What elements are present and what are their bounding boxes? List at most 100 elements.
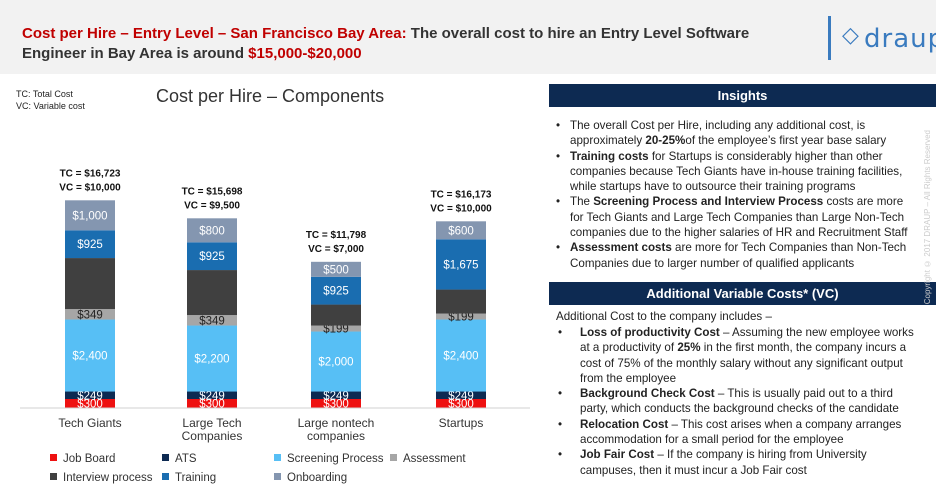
variable-cost-label: VC = $9,500 [184, 200, 240, 211]
insight-emphasis: Assessment costs [570, 241, 672, 255]
data-label: $249 [199, 390, 225, 402]
bar-segment-assessment [436, 313, 486, 320]
variable-cost-name: Relocation Cost [580, 417, 669, 431]
data-label: $349 [77, 309, 103, 321]
legend-item: Training [162, 472, 216, 484]
legend-item: ATS [162, 453, 197, 465]
variable-cost-emphasis: 25% [677, 341, 701, 355]
abbreviation-note: TC: Total Cost VC: Variable cost [16, 88, 85, 112]
data-label: $249 [323, 390, 349, 402]
logo-mark-icon: ◇ [842, 22, 859, 47]
data-label: $925 [323, 286, 349, 298]
legend-label: Assessment [403, 453, 466, 465]
bar-segment-screening-process [311, 331, 361, 392]
variable-cost-text: – This is usually paid out to a third pa… [580, 387, 899, 416]
bar-segment-job-board [436, 399, 486, 408]
legend-swatch [50, 454, 57, 461]
insight-text: for Startups is considerably higher than… [570, 149, 903, 194]
bar-segment-training [311, 276, 361, 305]
total-cost-label: TC = $11,798 [306, 230, 367, 241]
legend-swatch [274, 473, 281, 480]
data-label: $925 [77, 239, 103, 251]
insight-item: Training costs for Startups is considera… [556, 149, 916, 195]
copyright-watermark: Copyright © 2017 DRAUP – All Rights Rese… [923, 130, 932, 305]
bar-segment-training [436, 239, 486, 290]
total-cost-label: TC = $15,698 [182, 186, 243, 197]
bar-segment-job-board [187, 399, 237, 408]
chart-title: Cost per Hire – Components [156, 86, 385, 106]
variable-cost-item: Loss of productivity Cost – Assuming the… [556, 325, 916, 386]
bar-segment-onboarding [65, 200, 115, 231]
insight-item: Assessment costs are more for Tech Compa… [556, 240, 916, 271]
variable-cost-text: in the first month, the company incurs a… [580, 341, 907, 385]
data-label: $1,675 [443, 259, 478, 271]
legend-label: Screening Process [287, 453, 384, 465]
variable-cost-item: Job Fair Cost – If the company is hiring… [556, 447, 916, 478]
legend-item: Onboarding [274, 472, 347, 484]
variable-cost-text: – If the company is hiring from Universi… [580, 448, 867, 477]
data-label: $1,000 [72, 210, 107, 222]
variable-costs-list: Loss of productivity Cost – Assuming the… [556, 325, 916, 478]
insights-heading: Insights [549, 84, 936, 107]
data-label: $2,400 [72, 351, 107, 363]
insight-emphasis: 20-25% [645, 134, 686, 148]
legend-label: ATS [175, 453, 197, 465]
legend-item: Job Board [50, 453, 115, 465]
variable-cost-item: Background Check Cost – This is usually … [556, 386, 916, 417]
data-label: $2,000 [318, 357, 353, 369]
insight-emphasis: Training costs [570, 149, 649, 163]
insight-text: of the employee’s first year base salary [685, 134, 887, 148]
legend-label: Interview process [63, 472, 153, 484]
bar-segment-ats [311, 391, 361, 399]
legend-swatch [390, 454, 397, 461]
bar-segment-interview-process [311, 304, 361, 326]
bar-segment-training [187, 242, 237, 271]
data-label: $2,200 [194, 354, 229, 366]
variable-costs-heading: Additional Variable Costs* (VC) [549, 282, 936, 305]
data-label: $199 [323, 324, 349, 336]
bar-segment-onboarding [311, 261, 361, 277]
data-label: $349 [199, 315, 225, 327]
note-vc: VC: Variable cost [16, 101, 85, 111]
bar-segment-screening-process [65, 319, 115, 392]
logo-text: draup [864, 24, 936, 54]
title-range: $15,000-$20,000 [248, 45, 362, 62]
bar-segment-job-board [311, 399, 361, 408]
data-label: $249 [448, 390, 474, 402]
variable-cost-name: Job Fair Cost [580, 448, 655, 462]
bar-segment-onboarding [187, 218, 237, 243]
category-label: Tech Giants [58, 416, 121, 430]
legend-label: Job Board [63, 453, 116, 465]
legend-swatch [274, 454, 281, 461]
legend-item: Assessment [390, 453, 466, 465]
bar-segment-training [65, 230, 115, 259]
variable-cost-text: – Assuming the new employee works at a p… [580, 326, 914, 355]
legend-swatch [162, 473, 169, 480]
data-label: $2,400 [443, 351, 478, 363]
variable-cost-name: Loss of productivity Cost [580, 326, 720, 339]
page-title: Cost per Hire – Entry Level – San Franci… [22, 24, 812, 64]
header-band [0, 0, 936, 74]
category-label: Startups [439, 416, 484, 430]
variable-cost-label: VC = $10,000 [430, 203, 492, 214]
bar-segment-screening-process [436, 319, 486, 392]
data-label: $249 [77, 390, 103, 402]
legend-label: Training [175, 472, 217, 484]
bar-segment-interview-process [187, 270, 237, 316]
draup-logo: ◇ draup [824, 12, 936, 64]
legend-swatch [50, 473, 57, 480]
bar-segment-assessment [187, 315, 237, 326]
variable-cost-label: VC = $10,000 [59, 182, 121, 193]
total-cost-label: TC = $16,723 [60, 168, 121, 179]
bar-segment-interview-process [436, 289, 486, 314]
data-label: $925 [199, 251, 225, 263]
insight-text: costs are more for Tech Giants and Large… [570, 195, 908, 240]
variable-costs-intro: Additional Cost to the company includes … [556, 310, 772, 323]
bar-segment-screening-process [187, 325, 237, 392]
bar-segment-ats [65, 391, 115, 399]
note-tc: TC: Total Cost [16, 89, 73, 99]
variable-cost-label: VC = $7,000 [308, 244, 364, 255]
legend-item: Screening Process [274, 453, 384, 465]
insight-text: The overall Cost per Hire, including any… [570, 119, 866, 148]
